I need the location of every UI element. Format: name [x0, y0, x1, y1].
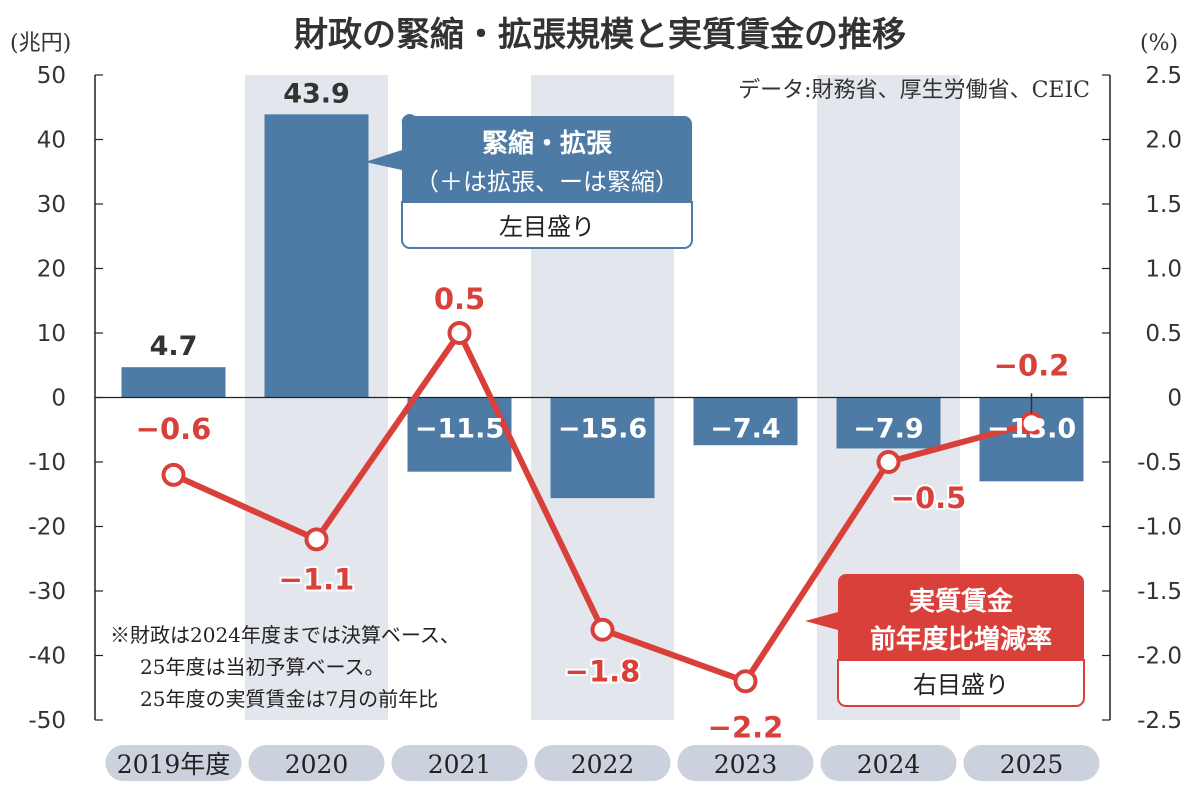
- bar-value-label: −7.4: [710, 414, 780, 445]
- right-tick-label: 1.5: [1145, 192, 1182, 218]
- wage-value-label: −2.2: [708, 710, 784, 744]
- bar-legend: 緊縮・拡張 （＋は拡張、ーは緊縮） 左目盛り: [365, 114, 693, 249]
- bar-2023: [693, 397, 798, 446]
- wage-point: [304, 527, 329, 552]
- bar-value-label: 43.9: [283, 78, 350, 109]
- line-legend-axis-note: 右目盛り: [913, 671, 1009, 699]
- left-tick-label: -10: [28, 450, 66, 476]
- wage-point: [447, 321, 472, 345]
- right-axis-unit: (%): [1140, 31, 1178, 56]
- bar-legend-axis-note: 左目盛り: [499, 213, 595, 241]
- category-pill: [248, 745, 385, 781]
- line-legend: 実質賃金 前年度比増減率 右目盛り: [805, 574, 1085, 707]
- category-pill: [820, 745, 957, 781]
- bar-2020: [264, 114, 369, 398]
- left-tick-label: -30: [28, 579, 66, 605]
- wage-line: [161, 321, 1044, 694]
- bar-value-label: −11.5: [415, 414, 504, 445]
- bar-value-label: 4.7: [150, 331, 198, 362]
- footnote-line-1: ※財政は2024年度までは決算ベース、: [110, 623, 460, 647]
- category-label: 2022: [571, 750, 635, 779]
- left-tick-label: 30: [37, 192, 66, 218]
- source-note: データ:財務省、厚生労働省、CEIC: [738, 78, 1090, 103]
- wage-point: [161, 462, 186, 487]
- right-tick-label: 2.5: [1145, 63, 1182, 89]
- right-tick-label: 2.0: [1145, 128, 1182, 154]
- category-pill: [534, 745, 671, 781]
- bar-value-label: −7.9: [853, 414, 923, 445]
- left-tick-label: 40: [37, 128, 66, 154]
- category-labels: 2019年度 2020 2021 2022 2023 2024 2025: [105, 745, 1100, 781]
- right-tick-label: -2.5: [1137, 708, 1182, 734]
- right-tick-label: 0: [1167, 386, 1182, 412]
- category-label: 2025: [1000, 750, 1064, 779]
- bar-legend-title: 緊縮・拡張: [482, 128, 612, 159]
- right-tick-label: -0.5: [1137, 450, 1182, 476]
- wage-value-label: −1.8: [565, 655, 641, 689]
- right-tick-label: 1.0: [1145, 257, 1182, 283]
- left-tick-label: 50: [37, 63, 66, 89]
- left-tick-label: -40: [28, 644, 66, 670]
- category-label: 2020: [285, 750, 349, 779]
- category-label: 2024: [857, 750, 921, 779]
- wage-point: [733, 669, 758, 694]
- left-tick-label: 20: [37, 257, 66, 283]
- left-tick-label: 0: [51, 386, 66, 412]
- wage-value-label: −0.5: [891, 481, 967, 515]
- chart-title: 財政の緊縮・拡張規模と実質賃金の推移: [294, 15, 906, 55]
- wage-point: [590, 617, 615, 642]
- right-tick-label: 0.5: [1145, 321, 1182, 347]
- line-legend-title: 実質賃金: [909, 586, 1014, 617]
- wage-value-label: −0.2: [994, 348, 1070, 382]
- right-tick-label: -1.0: [1137, 515, 1182, 541]
- wage-value-label: 0.5: [434, 282, 485, 316]
- left-tick-label: -50: [28, 708, 66, 734]
- right-tick-label: -1.5: [1137, 579, 1182, 605]
- line-legend-subtitle: 前年度比増減率: [870, 624, 1052, 655]
- wage-point: [876, 450, 901, 474]
- category-label: 2021: [428, 750, 492, 779]
- footnote-line-3: 25年度の実質賃金は7月の前年比: [140, 687, 438, 711]
- category-pill: [391, 745, 528, 781]
- category-label: 2019年度: [117, 750, 231, 779]
- wage-value-label: −1.1: [279, 562, 355, 596]
- wage-value-label: −0.6: [136, 412, 212, 446]
- left-tick-label: 10: [37, 321, 66, 347]
- bar-legend-subtitle: （＋は拡張、ーは緊縮）: [415, 168, 679, 196]
- footnote: ※財政は2024年度までは決算ベース、 25年度は当初予算ベース。 25年度の実…: [110, 623, 460, 711]
- category-pill: [105, 745, 242, 781]
- category-label: 2023: [714, 750, 778, 779]
- bar-value-label: −15.6: [558, 414, 647, 445]
- left-axis-unit: (兆円): [10, 31, 71, 56]
- bar-2019年度: [121, 367, 226, 398]
- axes: 50 40 30 20 10 0 -10 -20 -30 -40 -50 2.5 2.0 1.5 1.0 0.…: [28, 63, 1182, 734]
- bars: [121, 114, 1084, 499]
- category-pill: [677, 745, 814, 781]
- bar-2024: [836, 397, 941, 449]
- bar-value-label: −13.0: [987, 414, 1076, 445]
- footnote-line-2: 25年度は当初予算ベース。: [140, 655, 384, 679]
- right-tick-label: -2.0: [1137, 644, 1182, 670]
- left-tick-label: -20: [28, 515, 66, 541]
- bar-2022: [550, 397, 655, 499]
- labels: 4.7 43.9 −11.5 −15.6 −7.4 −7.9 −13.0 −0.6 −1.1 0.…: [134, 78, 1076, 746]
- category-pill: [963, 745, 1100, 781]
